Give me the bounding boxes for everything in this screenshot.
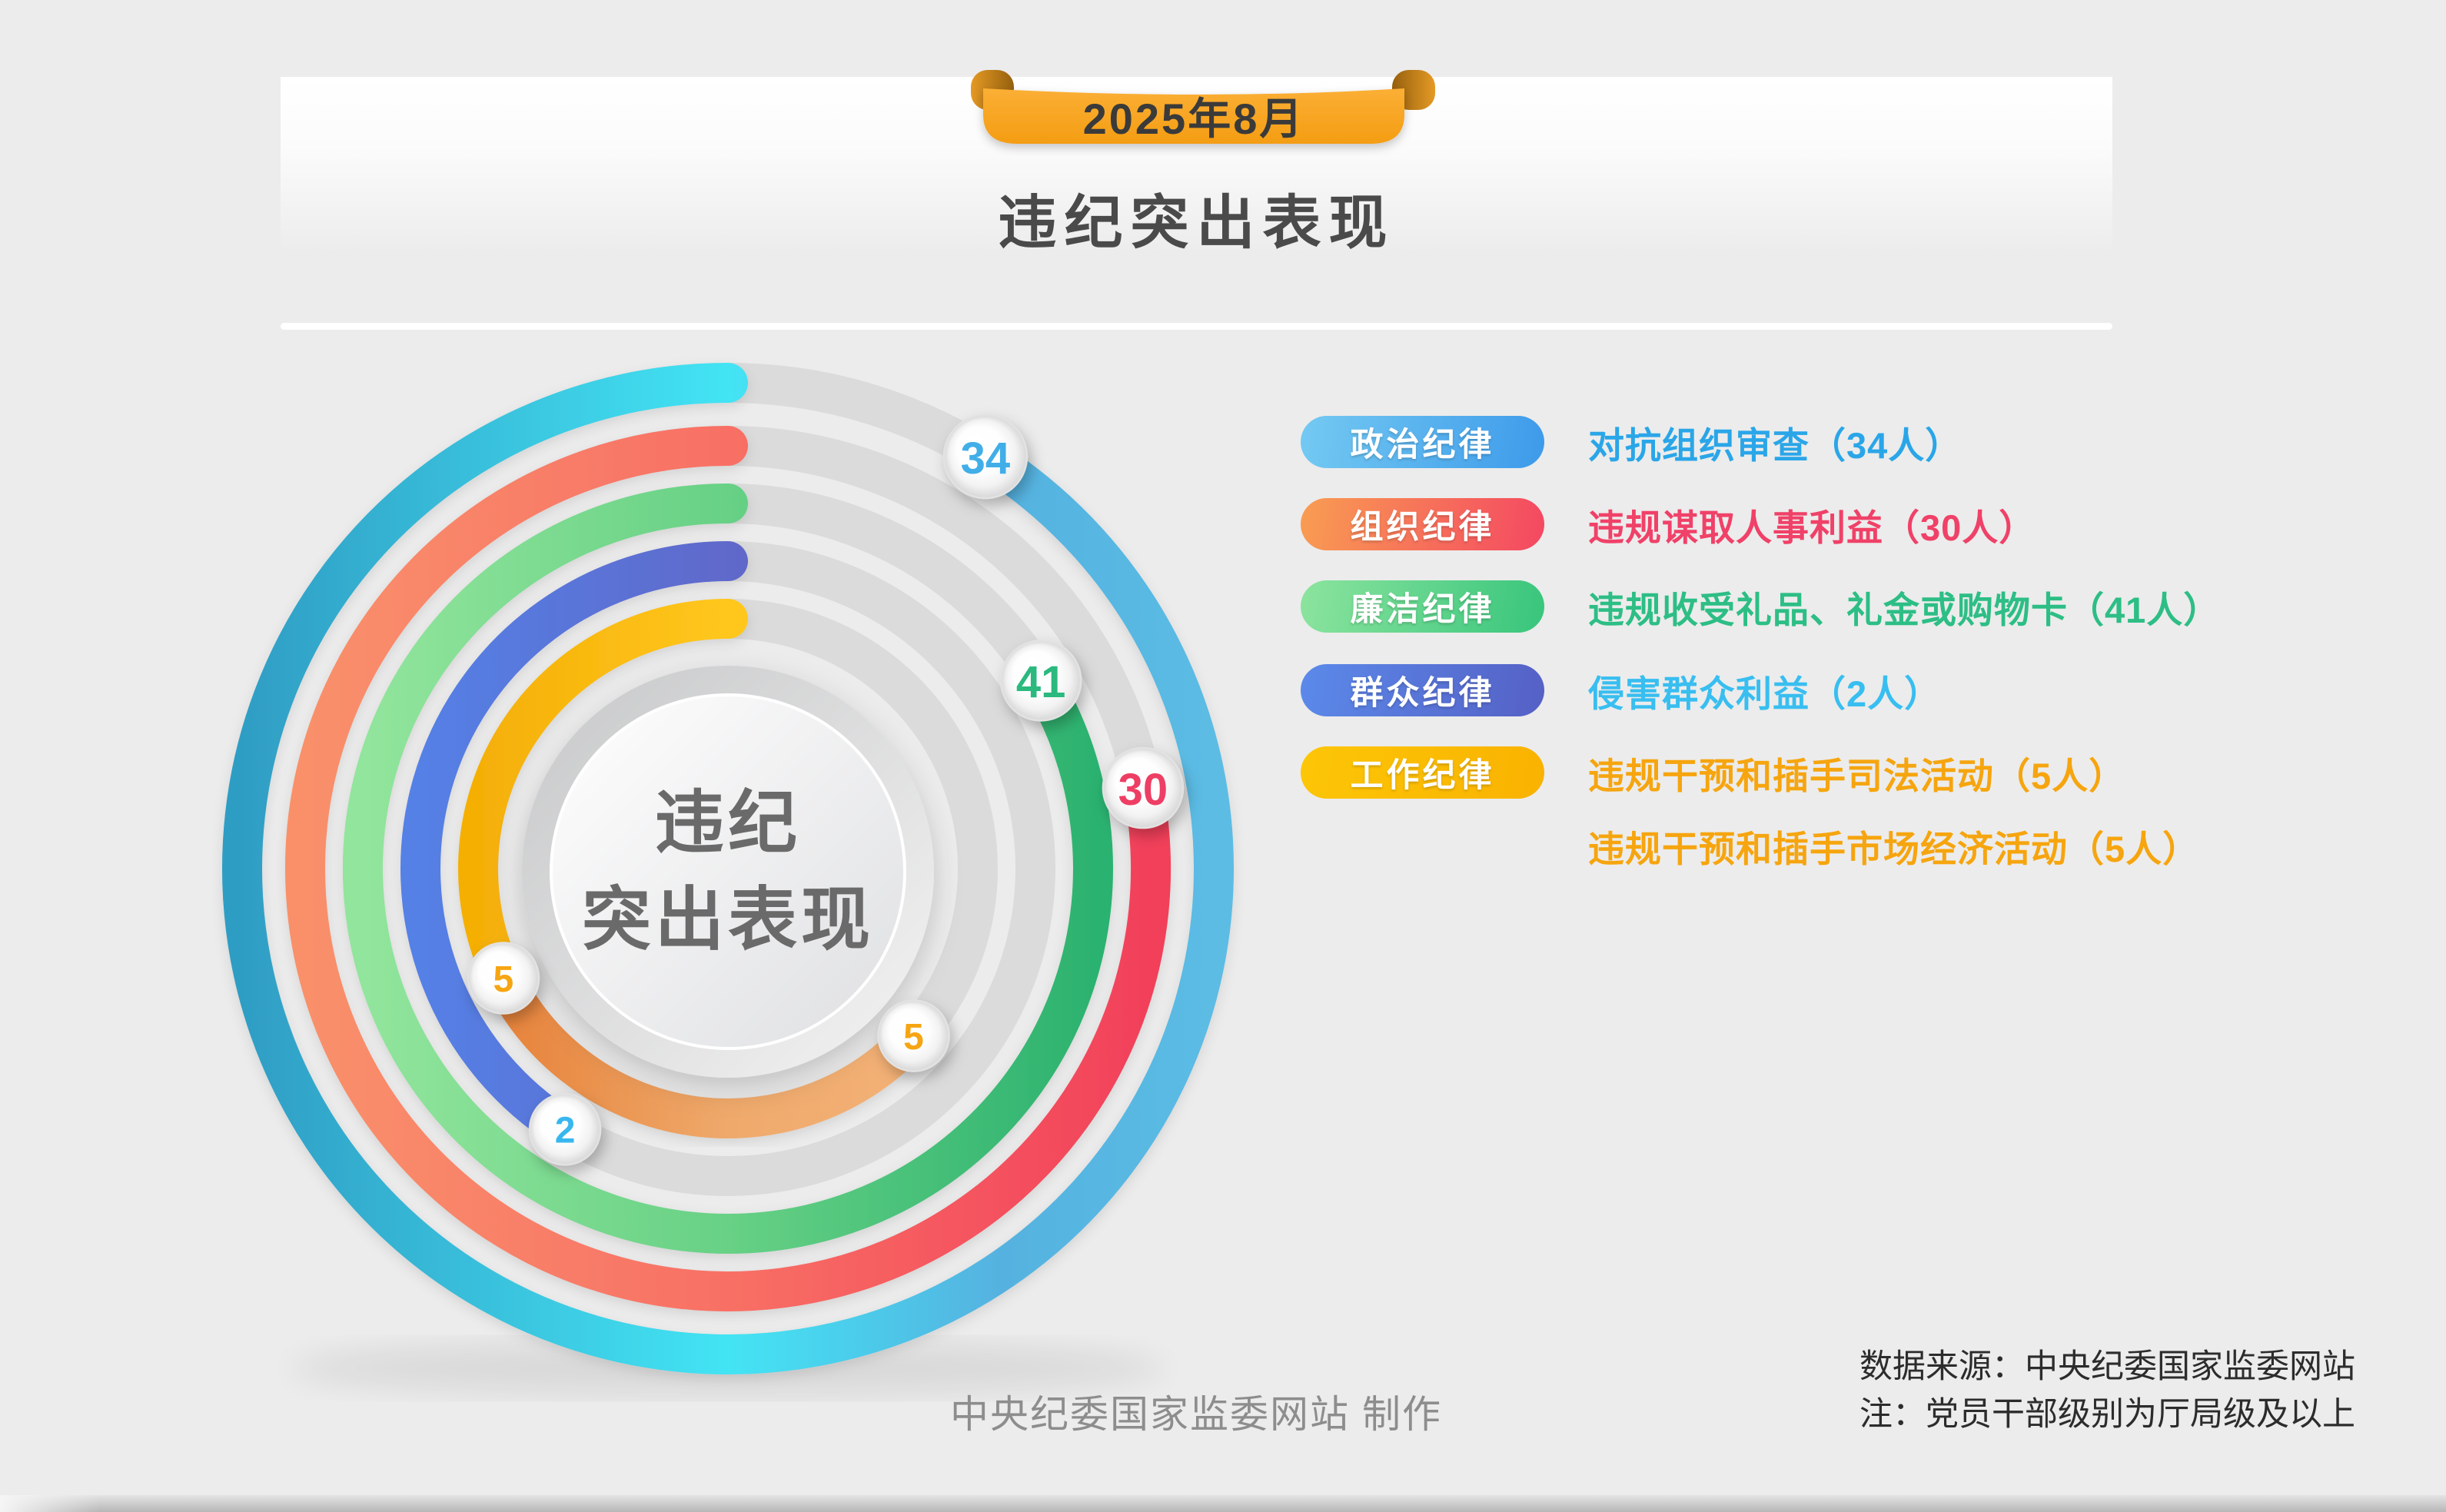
ring-arc-违规收受礼品、礼金或购物卡: [343, 484, 1113, 1254]
legend-row-work-market: 违规干预和插手市场经济活动（5人）: [1301, 819, 2199, 872]
legend-pill-label: 政治纪律: [1350, 427, 1495, 464]
legend-pill-organizational: 组织纪律: [1301, 498, 1544, 550]
legend-row-work: 工作纪律 违规干预和插手司法活动（5人）: [1301, 746, 2125, 799]
badge-circle: [942, 414, 1029, 500]
ring-arc-违规干预和插手司法活动: [458, 599, 748, 999]
value-badge-侵害群众利益: 2: [528, 1092, 602, 1166]
legend-pill-label: 组织纪律: [1350, 509, 1495, 546]
ring-arc-违规干预和插手市场经济活动: [483, 958, 934, 1138]
legend-row-political: 政治纪律 对抗组织审查（34人）: [1301, 416, 1962, 468]
badge-value: 5: [494, 959, 514, 1000]
legend-desc-integrity: 违规收受礼品、礼金或购物卡（41人）: [1588, 589, 2221, 630]
badge-circle: [999, 640, 1082, 722]
value-badge-违规干预和插手市场经济活动: 5: [877, 999, 950, 1072]
legend-pill-label: 廉洁纪律: [1350, 591, 1495, 628]
center-label-line1: 违纪: [655, 785, 801, 862]
legend: 政治纪律 对抗组织审查（34人） 组织纪律 违规谋取人事利益（30人） 廉洁纪律…: [1301, 416, 2423, 908]
ribbon-shape: [971, 70, 1435, 144]
data-source-note: 数据来源：中央纪委国家监委网站: [1859, 1349, 2355, 1385]
center-label-line2: 突出表现: [582, 882, 874, 959]
scope-note: 注：党员干部级别为厅局级及以上: [1859, 1397, 2355, 1433]
legend-row-integrity: 廉洁纪律 违规收受礼品、礼金或购物卡（41人）: [1301, 580, 2220, 633]
legend-row-mass: 群众纪律 侵害群众利益（2人）: [1301, 664, 1941, 716]
chart-center-label: 违纪 突出表现: [497, 775, 959, 969]
legend-pill-label: 群众纪律: [1350, 675, 1495, 712]
footnotes: 数据来源：中央纪委国家监委网站 注：党员干部级别为厅局级及以上: [1859, 1344, 2355, 1439]
ring-arc-对抗组织审查: [222, 363, 1234, 1374]
value-badge-违规收受礼品、礼金或购物卡: 41: [999, 640, 1082, 722]
page-title: 违纪突出表现: [998, 191, 1395, 256]
ring-arc-侵害群众利益: [400, 541, 748, 1150]
legend-desc-mass: 侵害群众利益（2人）: [1588, 673, 1942, 714]
value-badge-违规干预和插手司法活动: 5: [467, 942, 540, 1015]
bottom-edge-shadow: [0, 1495, 2446, 1512]
ribbon-band: [983, 88, 1404, 144]
month-label: 2025年8月: [1082, 94, 1305, 143]
value-badge-对抗组织审查: 34: [942, 414, 1029, 500]
badge-circle: [1102, 746, 1185, 829]
badge-value: 34: [961, 434, 1011, 484]
producer-credit: 中央纪委国家监委网站 制作: [950, 1393, 1442, 1436]
legend-desc-work-market: 违规干预和插手市场经济活动（5人）: [1588, 828, 2200, 869]
badge-value: 2: [555, 1111, 576, 1151]
badge-value: 41: [1016, 657, 1066, 707]
legend-pill-political: 政治纪律: [1301, 416, 1544, 468]
legend-pill-mass: 群众纪律: [1301, 664, 1544, 716]
legend-desc-work-judicial: 违规干预和插手司法活动（5人）: [1588, 755, 2126, 796]
center-plate-circle: [550, 693, 906, 1050]
header-divider: [281, 323, 2112, 330]
badge-circle: [528, 1092, 602, 1166]
bottom-edge-fade: [0, 1495, 100, 1512]
badge-circle: [877, 999, 950, 1072]
legend-desc-organizational: 违规谋取人事利益（30人）: [1588, 507, 2036, 548]
legend-pill-integrity: 廉洁纪律: [1301, 580, 1544, 633]
radial-rings-chart: 34 30 41 2 5 5: [222, 363, 1234, 1396]
legend-pill-label: 工作纪律: [1350, 757, 1495, 794]
legend-row-organizational: 组织纪律 违规谋取人事利益（30人）: [1301, 498, 2036, 550]
value-badge-违规谋取人事利益: 30: [1102, 746, 1185, 829]
month-ribbon: 2025年8月: [965, 64, 1441, 156]
legend-desc-political: 对抗组织审查（34人）: [1588, 424, 1962, 466]
legend-pill-work: 工作纪律: [1301, 746, 1544, 799]
badge-value: 30: [1118, 765, 1168, 815]
badge-circle: [467, 942, 540, 1015]
ring-arc-违规谋取人事利益: [285, 426, 1171, 1311]
badge-value: 5: [903, 1017, 924, 1058]
